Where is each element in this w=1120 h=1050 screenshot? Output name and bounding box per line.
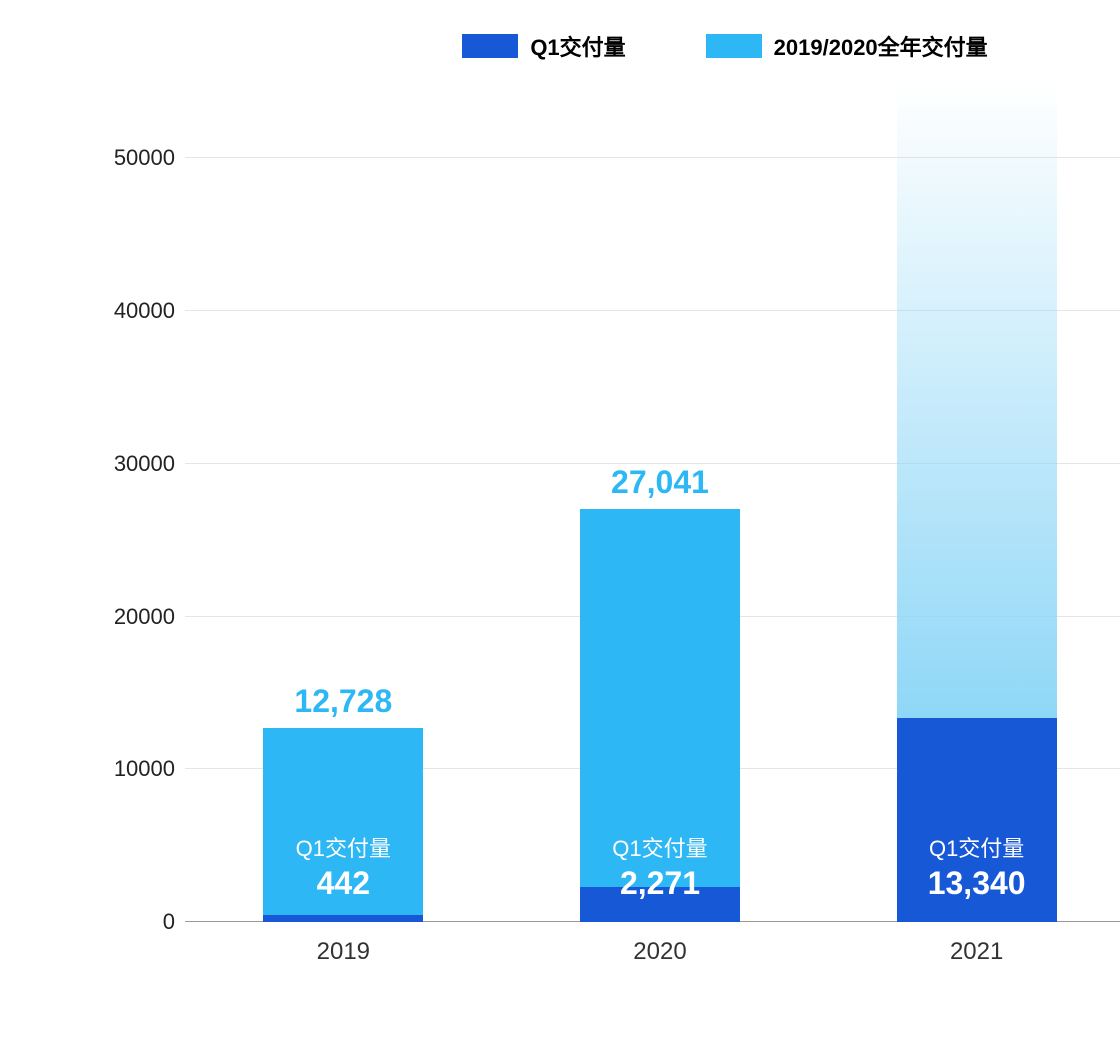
bar-group-2021: Q1交付量 13,340 bbox=[897, 82, 1057, 922]
bar-top-label: 27,041 bbox=[611, 464, 709, 501]
bar-inner-label: Q1交付量 2,271 bbox=[612, 831, 707, 902]
inner-label-value: 2,271 bbox=[612, 865, 707, 902]
bar-group-2019: 12,728 Q1交付量 442 bbox=[263, 82, 423, 922]
y-tick: 30000 bbox=[95, 451, 175, 477]
y-tick: 0 bbox=[95, 909, 175, 935]
legend-swatch-full bbox=[706, 34, 762, 58]
legend-label-full: 2019/2020全年交付量 bbox=[774, 30, 988, 62]
y-tick: 40000 bbox=[95, 298, 175, 324]
bar-top-label: 12,728 bbox=[294, 683, 392, 720]
inner-label-title: Q1交付量 bbox=[612, 831, 707, 863]
x-label: 2020 bbox=[580, 938, 740, 966]
legend-item-q1: Q1交付量 bbox=[462, 30, 625, 62]
bar-inner-label: Q1交付量 13,340 bbox=[928, 831, 1026, 902]
inner-label-title: Q1交付量 bbox=[928, 831, 1026, 863]
x-axis: 2019 2020 2021 bbox=[185, 922, 1120, 982]
y-tick: 50000 bbox=[95, 145, 175, 171]
bar-group-2020: 27,041 Q1交付量 2,271 bbox=[580, 82, 740, 922]
bar-stack: 27,041 Q1交付量 2,271 bbox=[580, 509, 740, 922]
bar-projection bbox=[897, 82, 1057, 718]
y-tick: 10000 bbox=[95, 756, 175, 782]
plot-area: 50000 40000 30000 20000 10000 0 12,728 Q… bbox=[95, 82, 1120, 982]
bar-inner-label: Q1交付量 442 bbox=[296, 831, 391, 902]
x-label: 2019 bbox=[263, 938, 423, 966]
inner-label-value: 442 bbox=[296, 865, 391, 902]
legend: Q1交付量 2019/2020全年交付量 bbox=[40, 20, 1080, 62]
inner-label-value: 13,340 bbox=[928, 865, 1026, 902]
legend-item-full: 2019/2020全年交付量 bbox=[706, 30, 988, 62]
inner-label-title: Q1交付量 bbox=[296, 831, 391, 863]
delivery-chart: Q1交付量 2019/2020全年交付量 50000 40000 30000 2… bbox=[0, 0, 1120, 1050]
legend-label-q1: Q1交付量 bbox=[530, 30, 625, 62]
legend-swatch-q1 bbox=[462, 34, 518, 58]
x-label: 2021 bbox=[897, 938, 1057, 966]
y-tick: 20000 bbox=[95, 604, 175, 630]
bar-q1: Q1交付量 13,340 bbox=[897, 718, 1057, 922]
bar-q1: Q1交付量 442 bbox=[263, 915, 423, 922]
bars-container: 12,728 Q1交付量 442 27,041 bbox=[185, 82, 1120, 922]
bar-stack: 12,728 Q1交付量 442 bbox=[263, 728, 423, 922]
bar-stack: Q1交付量 13,340 bbox=[897, 82, 1057, 922]
bar-q1: Q1交付量 2,271 bbox=[580, 887, 740, 922]
y-axis: 50000 40000 30000 20000 10000 0 bbox=[95, 82, 185, 922]
